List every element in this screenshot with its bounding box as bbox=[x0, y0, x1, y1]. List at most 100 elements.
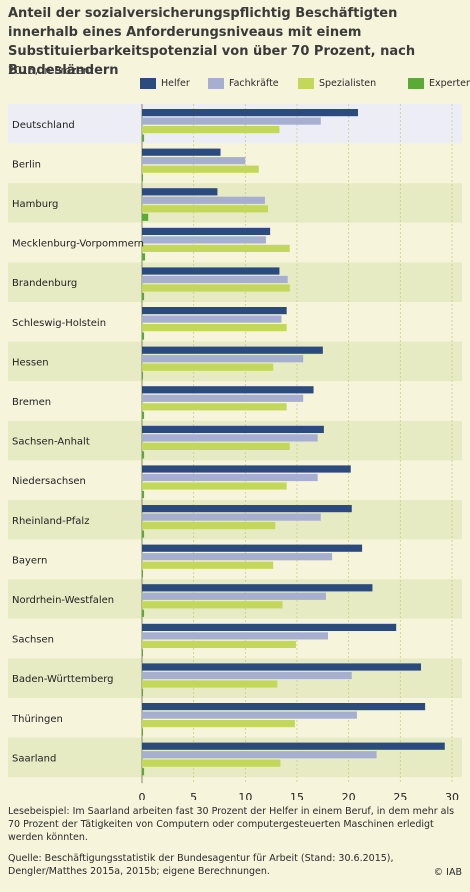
legend-swatch bbox=[140, 78, 156, 89]
category-label: Baden-Württemberg bbox=[12, 674, 114, 685]
bar-helfer bbox=[142, 227, 271, 235]
bar-fachkräfte bbox=[142, 315, 282, 323]
reading-example-note: Lesebeispiel: Im Saarland arbeiten fast … bbox=[8, 806, 455, 843]
bar-experten bbox=[142, 728, 144, 736]
bar-experten bbox=[142, 134, 145, 142]
bars bbox=[142, 109, 445, 776]
bar-spezialisten bbox=[142, 561, 274, 569]
bar-spezialisten bbox=[142, 284, 290, 292]
bar-experten bbox=[142, 411, 145, 419]
bar-experten bbox=[142, 530, 145, 538]
bar-spezialisten bbox=[142, 482, 287, 490]
bar-helfer bbox=[142, 425, 324, 433]
legend-item-helfer: Helfer bbox=[140, 78, 190, 89]
bar-experten bbox=[142, 253, 146, 261]
category-label: Niedersachsen bbox=[12, 476, 86, 487]
bar-helfer bbox=[142, 505, 352, 513]
bar-experten bbox=[142, 292, 145, 301]
x-tick-label: 10 bbox=[238, 791, 252, 800]
bar-helfer bbox=[142, 584, 373, 592]
bar-spezialisten bbox=[142, 442, 290, 450]
x-tick-label: 15 bbox=[290, 791, 304, 800]
chart-subtitle: 2015, in Prozent bbox=[8, 65, 94, 77]
bar-spezialisten bbox=[142, 324, 287, 332]
bar-experten bbox=[142, 213, 149, 221]
bar-experten bbox=[142, 570, 144, 578]
bar-spezialisten bbox=[142, 126, 280, 134]
source-note: Quelle: Beschäftigungsstatistik der Bund… bbox=[8, 853, 394, 877]
category-label: Bayern bbox=[12, 555, 47, 566]
category-label: Thüringen bbox=[11, 714, 63, 725]
bar-experten bbox=[142, 490, 145, 499]
legend-label: Helfer bbox=[161, 78, 190, 89]
chart-legend: Helfer Fachkräfte Spezialisten Experten bbox=[140, 78, 470, 94]
bar-spezialisten bbox=[142, 640, 296, 648]
legend-swatch bbox=[298, 78, 314, 89]
x-tick-label: 0 bbox=[139, 791, 146, 800]
category-label: Nordrhein-Westfalen bbox=[12, 595, 114, 606]
bar-helfer bbox=[142, 267, 280, 275]
bar-experten bbox=[142, 372, 144, 380]
legend-label: Experten bbox=[429, 78, 470, 89]
bar-spezialisten bbox=[142, 403, 287, 411]
bar-helfer bbox=[142, 386, 314, 394]
bar-helfer bbox=[142, 148, 221, 156]
bar-helfer bbox=[142, 307, 287, 315]
legend-swatch bbox=[408, 78, 424, 89]
legend-swatch bbox=[208, 78, 224, 89]
bar-fachkräfte bbox=[142, 236, 266, 244]
bar-helfer bbox=[142, 742, 445, 750]
bar-spezialisten bbox=[142, 363, 274, 371]
category-label: Rheinland-Pfalz bbox=[12, 516, 89, 527]
legend-item-spezialisten: Spezialisten bbox=[298, 78, 376, 89]
bar-spezialisten bbox=[142, 759, 281, 767]
legend-item-experten: Experten bbox=[408, 78, 470, 89]
bar-experten bbox=[142, 649, 144, 657]
bar-fachkräfte bbox=[142, 355, 304, 363]
bar-experten bbox=[142, 332, 145, 340]
bar-spezialisten bbox=[142, 601, 283, 609]
bar-fachkräfte bbox=[142, 671, 352, 680]
bar-fachkräfte bbox=[142, 513, 321, 521]
legend-label: Spezialisten bbox=[319, 78, 377, 89]
bar-fachkräfte bbox=[142, 196, 265, 204]
category-label: Hamburg bbox=[12, 199, 58, 210]
bar-fachkräfte bbox=[142, 157, 246, 165]
bar-fachkräfte bbox=[142, 632, 328, 640]
bar-fachkräfte bbox=[142, 275, 288, 284]
bar-experten bbox=[142, 609, 145, 617]
category-label: Berlin bbox=[12, 159, 41, 170]
bar-spezialisten bbox=[142, 165, 259, 173]
bar-fachkräfte bbox=[142, 711, 357, 719]
bar-spezialisten bbox=[142, 244, 290, 252]
category-label: Sachsen bbox=[12, 635, 54, 646]
bar-fachkräfte bbox=[142, 751, 377, 759]
bar-fachkräfte bbox=[142, 592, 326, 600]
legend-item-fachkräfte: Fachkräfte bbox=[208, 78, 279, 89]
category-label: Bremen bbox=[12, 397, 51, 408]
legend-label: Fachkräfte bbox=[229, 78, 279, 89]
x-tick-label: 5 bbox=[190, 791, 197, 800]
category-label: Saarland bbox=[12, 753, 56, 764]
chart-title: Anteil der sozialversicherungspflichtig … bbox=[8, 6, 416, 78]
bar-experten bbox=[142, 451, 145, 459]
x-tick-label: 25 bbox=[393, 791, 407, 800]
bar-fachkräfte bbox=[142, 553, 333, 561]
bar-helfer bbox=[142, 544, 363, 552]
copyright-label: © IAB bbox=[433, 867, 462, 878]
bar-helfer bbox=[142, 663, 421, 671]
bar-helfer bbox=[142, 465, 351, 473]
bar-experten bbox=[142, 174, 144, 182]
category-label: Sachsen-Anhalt bbox=[12, 437, 90, 448]
bar-fachkräfte bbox=[142, 117, 321, 125]
bar-helfer bbox=[142, 623, 397, 631]
bar-fachkräfte bbox=[142, 473, 318, 482]
category-label: Hessen bbox=[12, 357, 49, 368]
category-labels: Deutschland Berlin Hamburg Mecklenburg-Vorp… bbox=[11, 120, 144, 765]
bar-fachkräfte bbox=[142, 434, 318, 442]
category-label: Mecklenburg-Vorpommern bbox=[12, 239, 144, 250]
x-tick-label: 20 bbox=[342, 791, 356, 800]
bar-spezialisten bbox=[142, 522, 276, 530]
bar-experten bbox=[142, 688, 144, 697]
x-tick-label: 30 bbox=[445, 791, 459, 800]
